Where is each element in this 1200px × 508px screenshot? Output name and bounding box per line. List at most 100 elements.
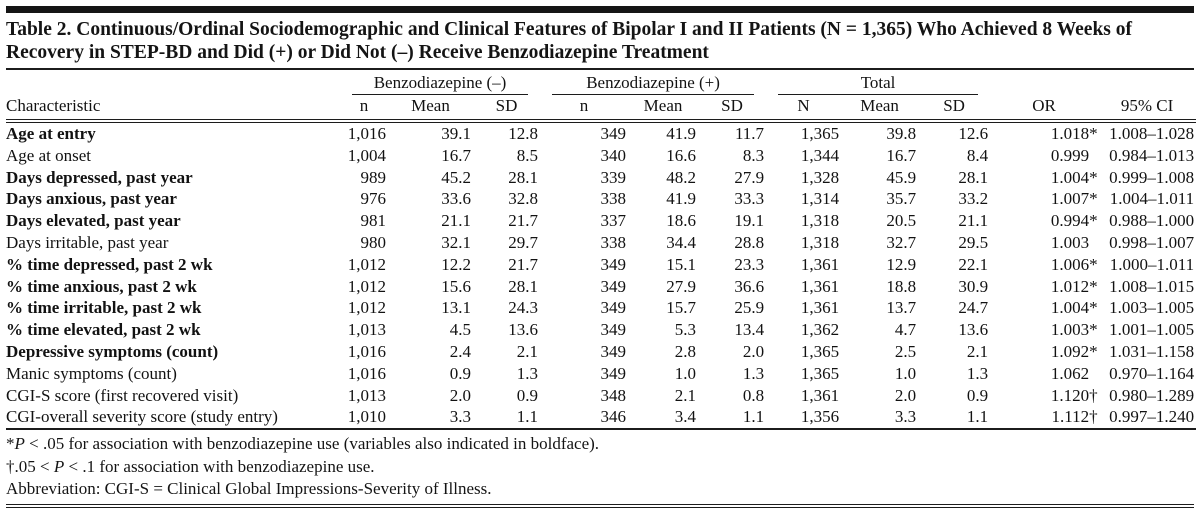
value-cell: 12.8 bbox=[508, 124, 539, 143]
row-label: % time elevated, past 2 wk bbox=[6, 320, 201, 340]
value-cell: 11.7 bbox=[734, 124, 765, 143]
value-cell: 1,356 bbox=[766, 406, 842, 431]
value-cell: 19.1 bbox=[734, 211, 765, 231]
value-cell: 1,016 bbox=[347, 363, 386, 383]
title-divider bbox=[6, 68, 1194, 70]
value-cell: 36.6 bbox=[734, 276, 765, 296]
value-cell: 348 bbox=[600, 385, 627, 405]
value-cell: 1,365 bbox=[800, 363, 840, 383]
or-cell: 1.120† bbox=[1050, 385, 1098, 405]
significance-marker: * bbox=[1089, 276, 1098, 296]
value-cell: 1,013 bbox=[347, 385, 386, 405]
significance-marker: * bbox=[1089, 254, 1098, 274]
group-header-spacer bbox=[1098, 71, 1196, 95]
value-cell: 8.4 bbox=[966, 145, 989, 165]
significance-marker: † bbox=[1089, 385, 1098, 405]
value-cell: 33.2 bbox=[958, 189, 989, 209]
value-cell: 1.3 bbox=[742, 363, 765, 383]
or-cell: 1.062 bbox=[1050, 363, 1090, 383]
value-cell: 12.9 bbox=[886, 254, 917, 274]
value-cell: 32.8 bbox=[508, 189, 539, 209]
table-row: Manic symptoms (count) 1,016 0.9 1.3 349 1.0 1… bbox=[6, 363, 1196, 385]
or-cell: 1.004* bbox=[1050, 298, 1098, 318]
value-cell: 39.1 bbox=[441, 124, 471, 143]
value-cell: 33.6 bbox=[441, 189, 471, 209]
ci-cell: 1.000–1.011 bbox=[1109, 254, 1195, 274]
table-row: % time irritable, past 2 wk 1,012 13.1 24.3… bbox=[6, 297, 1196, 319]
value-cell: 1,004 bbox=[347, 145, 386, 165]
value-cell: 18.8 bbox=[886, 276, 917, 296]
value-cell: 30.9 bbox=[958, 276, 989, 296]
value-cell: 45.9 bbox=[886, 167, 917, 187]
value-cell: 2.1 bbox=[674, 385, 697, 405]
significance-marker: * bbox=[1089, 341, 1098, 361]
value-cell: 1,362 bbox=[800, 320, 840, 340]
value-cell: 23.3 bbox=[734, 254, 765, 274]
value-cell: 41.9 bbox=[666, 124, 697, 143]
value-cell: 1,344 bbox=[800, 145, 840, 165]
value-cell: 8.5 bbox=[516, 145, 539, 165]
value-cell: 0.9 bbox=[966, 385, 989, 405]
table-row: Days depressed, past year 989 45.2 28.1 339 4… bbox=[6, 167, 1196, 189]
value-cell: 0.9 bbox=[449, 363, 471, 383]
value-cell: 1.3 bbox=[516, 363, 539, 383]
value-cell: 15.1 bbox=[666, 254, 697, 274]
value-cell: 41.9 bbox=[666, 189, 697, 209]
value-cell: 28.8 bbox=[734, 232, 765, 252]
table-row: Age at entry 1,016 39.1 12.8 349 41.9 11.7 1,36… bbox=[6, 121, 1196, 145]
value-cell: 349 bbox=[600, 298, 627, 318]
value-cell: 13.4 bbox=[734, 320, 765, 340]
value-cell: 3.4 bbox=[628, 406, 699, 431]
value-cell: 13.1 bbox=[441, 298, 471, 318]
table-bottom-rule bbox=[6, 503, 1194, 508]
table-row: Days anxious, past year 976 33.6 32.8 338 41.… bbox=[6, 188, 1196, 210]
row-label: Age at onset bbox=[6, 145, 91, 165]
table-row: % time depressed, past 2 wk 1,012 12.2 21.7… bbox=[6, 254, 1196, 276]
col-header-characteristic: Characteristic bbox=[6, 95, 340, 123]
value-cell: 1.1 bbox=[473, 406, 541, 431]
value-cell: 981 bbox=[360, 211, 387, 231]
value-cell: 21.7 bbox=[508, 211, 539, 231]
table-body: Age at entry 1,016 39.1 12.8 349 41.9 11.7 1,36… bbox=[6, 121, 1197, 431]
or-cell: 1.007* bbox=[1050, 189, 1098, 209]
or-cell: 1.006* bbox=[1050, 254, 1098, 274]
value-cell: 8.3 bbox=[742, 145, 765, 165]
value-cell: 18.6 bbox=[666, 211, 697, 231]
value-cell: 2.1 bbox=[516, 341, 539, 361]
value-cell: 16.6 bbox=[666, 145, 697, 165]
table-row: Days irritable, past year 980 32.1 29.7 338 3… bbox=[6, 232, 1196, 254]
value-cell: 989 bbox=[360, 167, 387, 187]
value-cell: 1.0 bbox=[894, 363, 917, 383]
table-row: CGI-S score (first recovered visit) 1,013… bbox=[6, 385, 1196, 407]
value-cell: 1,328 bbox=[800, 167, 840, 187]
value-cell: 5.3 bbox=[674, 320, 697, 340]
value-cell: 45.2 bbox=[441, 167, 471, 187]
value-cell: 39.8 bbox=[886, 124, 917, 143]
row-label: % time anxious, past 2 wk bbox=[6, 276, 197, 296]
value-cell: 29.7 bbox=[508, 232, 539, 252]
value-cell: 349 bbox=[600, 254, 627, 274]
value-cell: 27.9 bbox=[734, 167, 765, 187]
ci-cell: 0.970–1.164 bbox=[1109, 363, 1195, 383]
significance-marker: † bbox=[1089, 407, 1098, 427]
value-cell: 2.4 bbox=[449, 341, 471, 361]
or-cell: 1.092* bbox=[1050, 341, 1098, 361]
or-cell: 1.003 bbox=[1050, 232, 1090, 252]
value-cell: 1.1 bbox=[918, 406, 991, 431]
value-cell: 1.3 bbox=[966, 363, 989, 383]
footnote-trend: †.05 < P < .1 for association with benzo… bbox=[6, 456, 375, 476]
value-cell: 28.1 bbox=[508, 276, 539, 296]
or-cell: 0.999 bbox=[1050, 145, 1090, 165]
value-cell: 340 bbox=[600, 145, 627, 165]
row-label: Manic symptoms (count) bbox=[6, 363, 177, 383]
row-label: Days depressed, past year bbox=[6, 167, 193, 187]
value-cell: 12.6 bbox=[958, 124, 989, 143]
value-cell: 28.1 bbox=[508, 167, 539, 187]
group-header-spacer bbox=[990, 71, 1098, 95]
group-header-benzo-plus: Benzodiazepine (+) bbox=[540, 71, 766, 95]
group-header-total: Total bbox=[766, 71, 990, 95]
significance-marker: * bbox=[1089, 124, 1098, 143]
table-row: Days elevated, past year 981 21.1 21.7 337 18… bbox=[6, 210, 1196, 232]
value-cell: 15.6 bbox=[441, 276, 471, 296]
footnotes: *P < .05 for association with benzodiaze… bbox=[6, 430, 1194, 501]
